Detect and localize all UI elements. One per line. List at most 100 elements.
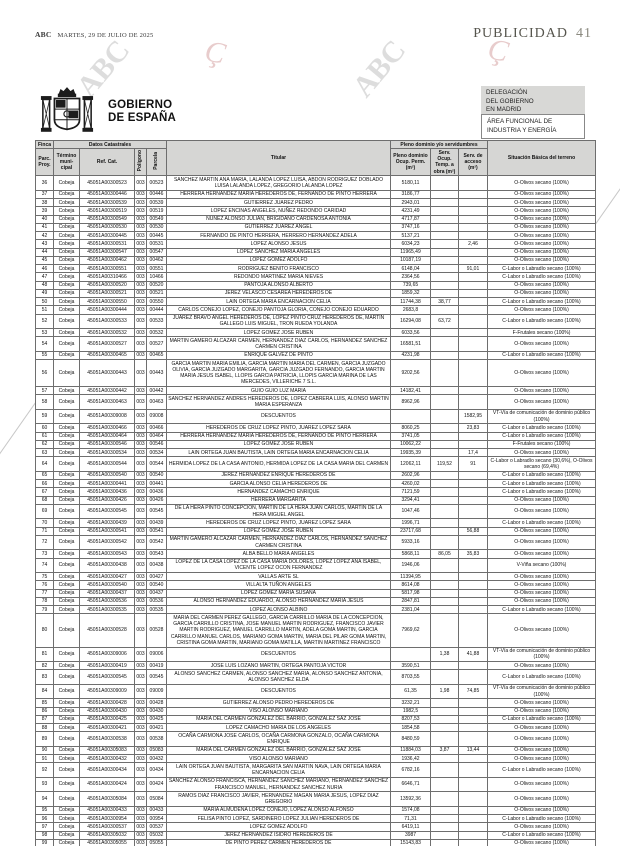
situacion-basica: O-Olivos secano (100%) (487, 175, 596, 191)
finca-number: 54 (35, 336, 54, 352)
titular: DESCUENTOS (166, 683, 391, 700)
situacion-basica: C-Labor o Labradío secano (100%) (487, 518, 596, 528)
poligono: 003 (134, 336, 147, 352)
parcela: 00534 (146, 447, 167, 458)
serv-acceso (458, 305, 488, 315)
cadastral-ref: 45051A00300424 (79, 776, 135, 793)
cadastral-ref: 45051A00300523 (79, 175, 135, 191)
cadastral-ref: 45051A00300427 (79, 571, 135, 582)
pleno-dominio-ocup-perm: 5817,98 (390, 588, 431, 598)
finca-number: 36 (35, 175, 54, 191)
municipality: Cobeja (53, 683, 80, 700)
col-finca: Finca (35, 139, 54, 150)
pleno-dominio-ocup-perm: 3747,16 (390, 222, 431, 233)
titular: HERNANDEZ CAMACHO ENRIQUE (166, 487, 391, 497)
serv-ocup-temp (430, 776, 459, 793)
municipality: Cobeja (53, 660, 80, 671)
cadastral-ref: 45051A00300436 (79, 487, 135, 497)
serv-acceso (458, 588, 488, 598)
serv-acceso (458, 313, 488, 329)
pleno-dominio-ocup-perm (390, 408, 431, 425)
titular: MARIA DEL CARMEN GONZALEZ DEL BARRIO, GO… (166, 745, 391, 756)
cadastral-ref: 45051A00300439 (79, 518, 135, 528)
parcela: 00430 (146, 706, 167, 716)
pleno-dominio-ocup-perm: 1996,71 (390, 518, 431, 528)
titular: MARIA DEL CARMEN PEREZ GALLEGO, GARCIA C… (166, 613, 391, 648)
situacion-basica: O-Olivos secano (100%) (487, 359, 596, 387)
poligono: 003 (134, 230, 147, 241)
cadastral-ref: 45051A00305032 (79, 830, 135, 840)
serv-ocup-temp (430, 470, 459, 481)
serv-ocup-temp (430, 255, 459, 266)
masthead: ABC MARTES, 29 DE JULIO DE 2025 (35, 30, 153, 39)
situacion-basica: O-Olivos secano (100%) (487, 495, 596, 505)
poligono: 003 (134, 549, 147, 559)
titular: HEREDEROS DE CRUZ LOPEZ PINTO, JUAREZ LO… (166, 518, 391, 528)
pleno-dominio-ocup-perm: 16294,08 (390, 313, 431, 329)
table-row: 86 Cobeja 45051A00300430 003 00430 VISO ALONS… (35, 706, 596, 716)
situacion-basica: O-Olivos secano (100%) (487, 698, 596, 708)
parcela: 09008 (146, 408, 167, 425)
situacion-basica: C-Labor o Labradío secano (100%) (487, 431, 596, 441)
serv-acceso (458, 838, 488, 846)
pleno-dominio-ocup-perm: 13592,36 (390, 791, 431, 807)
table-row: 99 Cobeja 45051A00305055 003 05055 DE PINTO P… (35, 838, 596, 846)
col-termino-municipal: Término muni- cipal (53, 148, 80, 177)
poligono: 003 (134, 255, 147, 266)
finca-number: 69 (35, 503, 54, 520)
serv-ocup-temp (430, 698, 459, 708)
finca-number: 84 (35, 683, 54, 700)
titular: GUTIERREZ ALONSO PEDRO HEREDEROS DE (166, 698, 391, 708)
municipality: Cobeja (53, 526, 80, 536)
serv-acceso (458, 534, 488, 551)
parcela: 00546 (146, 439, 167, 450)
municipality: Cobeja (53, 350, 80, 361)
finca-number: 49 (35, 288, 54, 299)
municipality: Cobeja (53, 239, 80, 249)
pleno-dominio-ocup-perm (390, 646, 431, 662)
serv-acceso (458, 698, 488, 708)
cadastral-ref: 45051A00300532 (79, 327, 135, 338)
serv-ocup-temp (430, 394, 459, 410)
parcela: 00464 (146, 431, 167, 441)
situacion-basica: C-Labor o Labradío secano (100%) (487, 762, 596, 778)
finca-number: 82 (35, 660, 54, 671)
spain-coat-of-arms-icon (40, 87, 94, 132)
municipality: Cobeja (53, 313, 80, 329)
table-row: 72 Cobeja 45051A00300542 003 00542 MARTIN GAM… (35, 534, 596, 551)
serv-ocup-temp (430, 518, 459, 528)
poligono: 003 (134, 503, 147, 520)
titular: ALONSO HERNANDEZ EDUARDO, ALONSO HERNAND… (166, 596, 391, 607)
pleno-dominio-ocup-perm: 14182,41 (390, 385, 431, 396)
situacion-basica: VT-Vía de comunicación de dominio públic… (487, 683, 596, 700)
serv-ocup-temp: 119,52 (430, 456, 459, 472)
finca-number: 60 (35, 423, 54, 433)
table-row: 80 Cobeja 45051A00300528 003 00528 MARIA DEL … (35, 613, 596, 648)
serv-ocup-temp (430, 571, 459, 582)
serv-acceso (458, 669, 488, 685)
titular: GUTIERREZ JUAREZ PEDRO (166, 197, 391, 208)
table-row: 87 Cobeja 45051A00300425 003 00425 MARIA DEL … (35, 714, 596, 725)
titular: JEREZ HERNANDEZ ISIDRO HEREDEROS DE (166, 830, 391, 840)
finca-number: 53 (35, 327, 54, 338)
table-row: 61 Cobeja 45051A00300464 003 00464 HERRERA HE… (35, 431, 596, 441)
table-row: 92 Cobeja 45051A00300434 003 00434 LAIN ORTEG… (35, 762, 596, 778)
cadastral-ref: 45051A00300466 (79, 423, 135, 433)
cadastral-ref: 45051A00300533 (79, 313, 135, 329)
titular: DESCUENTOS (166, 408, 391, 425)
cadastral-ref: 45051A00300463 (79, 394, 135, 410)
serv-acceso (458, 753, 488, 764)
poligono: 003 (134, 588, 147, 598)
serv-acceso (458, 288, 488, 299)
serv-acceso (458, 230, 488, 241)
table-row: 69 Cobeja 45051A00300545 003 00545 DE LA HERA… (35, 503, 596, 520)
delegation-line3: EN MADRID (486, 106, 522, 113)
titular: RAMOS DIAZ FRANCISCO JAVIER, HERNANDEZ M… (166, 791, 391, 807)
cadastral-ref: 45051A00300442 (79, 385, 135, 396)
serv-ocup-temp (430, 596, 459, 607)
table-row: 51 Cobeja 45051A00300444 003 00444 CARLOS CON… (35, 305, 596, 315)
situacion-basica: O-Olivos secano (100%) (487, 706, 596, 716)
situacion-basica: O-Olivos secano (100%) (487, 722, 596, 733)
municipality: Cobeja (53, 534, 80, 551)
